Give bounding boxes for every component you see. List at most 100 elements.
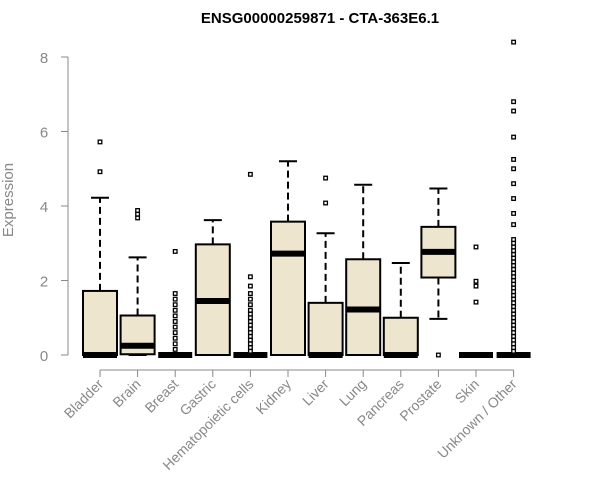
outlier-point: [249, 284, 253, 288]
outlier-point: [512, 275, 516, 279]
x-tick-label: Prostate: [396, 376, 444, 424]
outlier-point: [173, 297, 177, 301]
outlier-point: [512, 320, 516, 324]
outlier-point: [249, 327, 253, 331]
outlier-point: [249, 320, 253, 324]
outlier-point: [512, 245, 516, 249]
box-body: [309, 303, 343, 355]
outlier-point: [512, 282, 516, 286]
y-tick-label: 8: [40, 50, 48, 67]
box-liver: [309, 176, 343, 355]
outlier-point: [173, 331, 177, 335]
outlier-point: [512, 249, 516, 253]
outlier-point: [512, 197, 516, 201]
outlier-point: [512, 256, 516, 260]
outlier-point: [249, 312, 253, 316]
outlier-point: [512, 316, 516, 320]
outlier-point: [249, 297, 253, 301]
outlier-point: [324, 201, 328, 205]
outlier-point: [474, 279, 478, 283]
box-unknown-other: [497, 40, 531, 355]
x-tick-label: Bladder: [61, 376, 107, 422]
outlier-point: [173, 336, 177, 340]
outlier-point: [512, 264, 516, 268]
outlier-point: [98, 170, 102, 174]
y-axis: 0 2 4 6 8: [40, 50, 68, 365]
box-breast: [158, 250, 192, 355]
outlier-point: [249, 331, 253, 335]
x-tick-label: Brain: [109, 376, 143, 410]
box-prostate: [421, 188, 455, 356]
outlier-point: [173, 314, 177, 318]
outlier-point: [512, 182, 516, 186]
boxplot-chart: ENSG00000259871 - CTA-363E6.1 02468 Expr…: [0, 0, 600, 500]
outlier-point: [512, 253, 516, 257]
outlier-point: [512, 349, 516, 353]
outlier-point: [512, 312, 516, 316]
outlier-point: [512, 294, 516, 298]
outlier-point: [249, 292, 253, 296]
box-body: [384, 318, 418, 355]
outlier-point: [249, 346, 253, 350]
y-tick-label: 0: [40, 348, 48, 365]
outlier-point: [249, 303, 253, 307]
outlier-point: [173, 303, 177, 307]
outlier-point: [249, 275, 253, 279]
outlier-point: [136, 212, 140, 216]
outlier-point: [512, 260, 516, 264]
outlier-point: [136, 209, 140, 213]
outlier-point: [136, 216, 140, 220]
outlier-point: [249, 335, 253, 339]
outlier-point: [512, 335, 516, 339]
outlier-point: [512, 297, 516, 301]
box-lung: [346, 185, 380, 355]
outlier-point: [98, 140, 102, 144]
box-hematopoietic-cells: [233, 173, 267, 355]
x-tick-label: Liver: [299, 376, 332, 409]
box-pancreas: [384, 263, 418, 355]
outlier-point: [249, 316, 253, 320]
outlier-point: [173, 250, 177, 254]
y-tick-label: 6: [40, 125, 48, 142]
outlier-point: [249, 173, 253, 177]
outlier-point: [512, 305, 516, 309]
outlier-point: [512, 135, 516, 139]
outlier-point: [512, 158, 516, 162]
outlier-point: [512, 238, 516, 242]
outlier-point: [512, 271, 516, 275]
outlier-point: [249, 349, 253, 353]
outlier-point: [512, 286, 516, 290]
outlier-point: [173, 309, 177, 313]
y-tick-label: 4: [40, 199, 48, 216]
outlier-point: [512, 109, 516, 113]
outlier-point: [512, 301, 516, 305]
outlier-point: [512, 346, 516, 350]
outlier-point: [249, 309, 253, 313]
outlier-point: [512, 268, 516, 272]
outlier-point: [249, 338, 253, 342]
outlier-point: [512, 290, 516, 294]
outlier-point: [474, 245, 478, 249]
box-kidney: [271, 161, 305, 355]
box-brain: [121, 209, 155, 355]
outlier-point: [512, 40, 516, 44]
outlier-point: [512, 342, 516, 346]
outlier-point: [437, 353, 441, 357]
outlier-point: [173, 292, 177, 296]
outlier-point: [512, 223, 516, 227]
box-gastric: [196, 220, 230, 355]
outlier-point: [512, 309, 516, 313]
outlier-point: [512, 212, 516, 216]
box-body: [271, 222, 305, 355]
outlier-point: [512, 100, 516, 104]
outlier-point: [249, 323, 253, 327]
x-tick-label: Lung: [336, 376, 369, 409]
outlier-point: [173, 325, 177, 329]
outlier-point: [324, 176, 328, 180]
y-tick-label: 2: [40, 274, 48, 291]
box-bladder: [83, 140, 117, 355]
outlier-point: [512, 331, 516, 335]
outlier-point: [512, 279, 516, 283]
outlier-point: [512, 338, 516, 342]
